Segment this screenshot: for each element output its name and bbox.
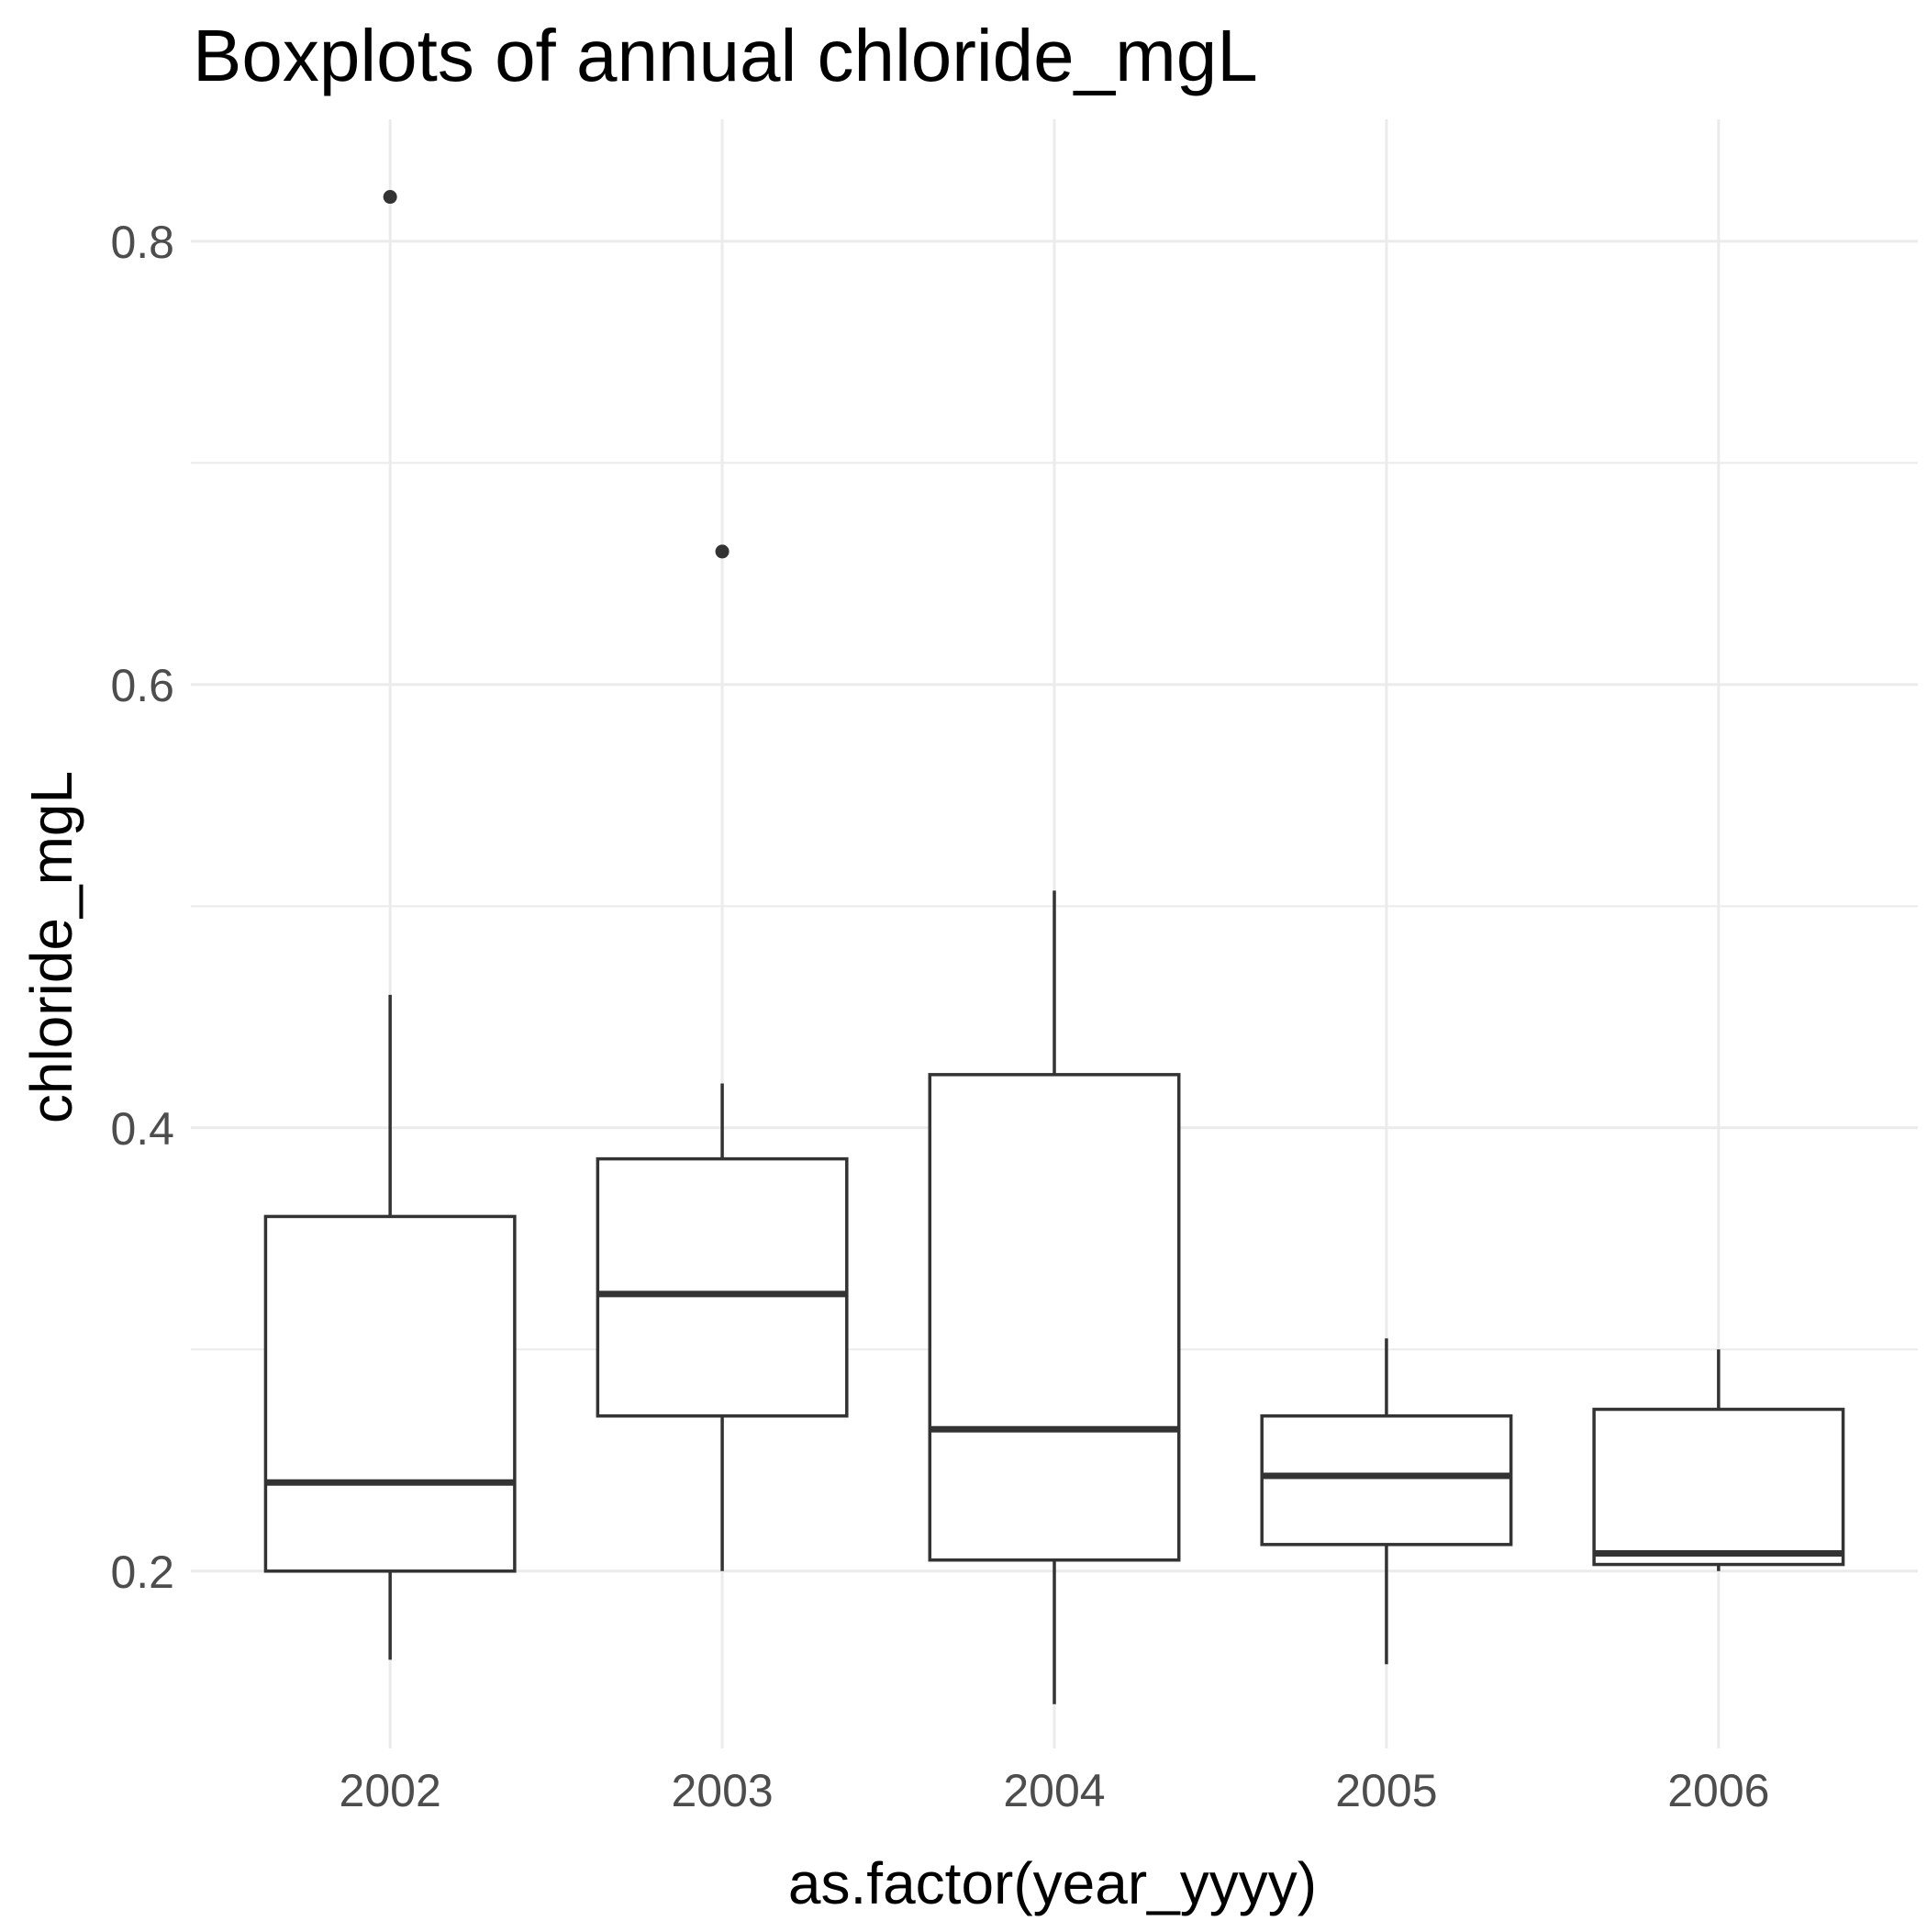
x-tick-label: 2002 xyxy=(340,1765,441,1816)
x-tick-label: 2004 xyxy=(1003,1765,1105,1816)
box-2003 xyxy=(596,544,849,1571)
outlier-point xyxy=(715,544,730,559)
y-tick-label: 0.4 xyxy=(110,1103,174,1155)
outlier-point xyxy=(383,190,397,205)
y-axis-title: chloride_mgL xyxy=(18,771,84,1123)
x-tick-label: 2005 xyxy=(1335,1765,1437,1816)
iqr-box xyxy=(596,1156,849,1418)
tick-labels: 0.2 0.4 0.6 0.8 2002 2003 2004 2005 2006 xyxy=(110,217,1769,1816)
box-2005 xyxy=(1260,1338,1513,1665)
x-tick-label: 2003 xyxy=(671,1765,773,1816)
boxplot-series xyxy=(263,190,1845,1704)
iqr-box xyxy=(928,1073,1181,1562)
box-2006 xyxy=(1592,1349,1845,1571)
iqr-box xyxy=(1592,1407,1845,1567)
x-tick-label: 2006 xyxy=(1667,1765,1769,1816)
box-2004 xyxy=(928,890,1181,1704)
iqr-box xyxy=(1260,1414,1513,1547)
x-axis-title: as.factor(year_yyyy) xyxy=(788,1850,1317,1916)
y-tick-label: 0.2 xyxy=(110,1547,174,1598)
y-tick-label: 0.6 xyxy=(110,660,174,711)
chart-title: Boxplots of annual chloride_mgL xyxy=(193,15,1258,96)
box-2002 xyxy=(263,190,517,1660)
iqr-box xyxy=(263,1214,517,1573)
y-tick-label: 0.8 xyxy=(110,217,174,268)
